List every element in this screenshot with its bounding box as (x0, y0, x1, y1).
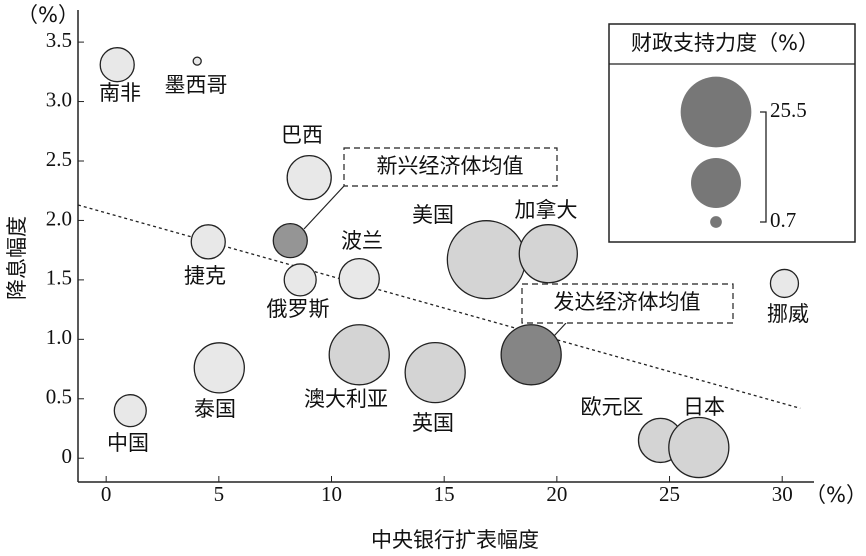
point-label: 澳大利亚 (304, 387, 388, 411)
bubble (283, 263, 317, 297)
trend-line (77, 204, 801, 409)
label-box (343, 147, 558, 187)
bubble (192, 56, 202, 66)
point-label: 巴西 (281, 123, 323, 147)
y-tick-label: 0.5 (46, 385, 72, 409)
bubble (272, 222, 308, 259)
point-label: 发达经济体均值 (554, 290, 701, 314)
point-label: 英国 (412, 411, 454, 435)
point-label: 欧元区 (581, 395, 644, 419)
x-tick-label: 5 (214, 482, 225, 506)
point-label: 日本 (683, 395, 725, 419)
y-tick-label: 2.0 (46, 206, 72, 230)
bubble (500, 324, 562, 386)
y-tick-label: 3.0 (46, 87, 72, 111)
leader-line (553, 322, 567, 337)
bubble (99, 47, 135, 83)
bubble (113, 394, 147, 428)
x-tick-label: 0 (101, 482, 112, 506)
x-tick-label: 20 (546, 482, 567, 506)
x-axis-label: 中央银行扩表幅度 (371, 528, 539, 552)
legend-size-label: 25.5 (770, 98, 807, 122)
bubble (668, 416, 730, 479)
point-label: 挪威 (767, 302, 809, 326)
legend-bubble (710, 216, 722, 228)
leader-line (303, 185, 345, 230)
point-label: 美国 (412, 203, 454, 227)
point-label: 俄罗斯 (267, 297, 330, 321)
bubble (769, 268, 800, 299)
point-label: 加拿大 (515, 198, 578, 222)
x-tick-label: 10 (321, 482, 342, 506)
x-unit: （%） (805, 483, 866, 507)
bubble (286, 154, 332, 201)
bubble (404, 341, 466, 404)
x-tick-label: 25 (659, 482, 680, 506)
x-tick-label: 15 (434, 482, 455, 506)
point-label: 捷克 (184, 264, 226, 288)
bubble (328, 324, 390, 386)
y-tick-label: 0 (62, 444, 73, 468)
bubble (338, 258, 380, 300)
legend-title: 财政支持力度（%） (631, 31, 819, 55)
y-tick-label: 3.5 (46, 28, 72, 52)
legend-size-label: 0.7 (770, 208, 796, 232)
legend-bubble (691, 158, 741, 208)
y-axis-label: 降息幅度 (5, 216, 29, 300)
y-tick-label: 2.5 (46, 147, 72, 171)
point-label: 泰国 (194, 397, 236, 421)
bubble (190, 224, 226, 260)
y-unit: （%） (17, 3, 79, 27)
bubble (446, 220, 526, 300)
point-label: 墨西哥 (165, 73, 228, 97)
label-box (521, 283, 734, 324)
point-label: 南非 (99, 81, 141, 105)
bubble (193, 342, 245, 394)
y-tick-label: 1.5 (46, 266, 72, 290)
point-label: 中国 (107, 431, 149, 455)
point-label: 新兴经济体均值 (377, 154, 524, 178)
point-label: 波兰 (341, 229, 383, 253)
legend-bracket (760, 111, 767, 223)
bubble (518, 224, 578, 284)
x-tick-label: 30 (772, 482, 793, 506)
y-tick-label: 1.0 (46, 325, 72, 349)
legend-bubble (680, 76, 752, 148)
